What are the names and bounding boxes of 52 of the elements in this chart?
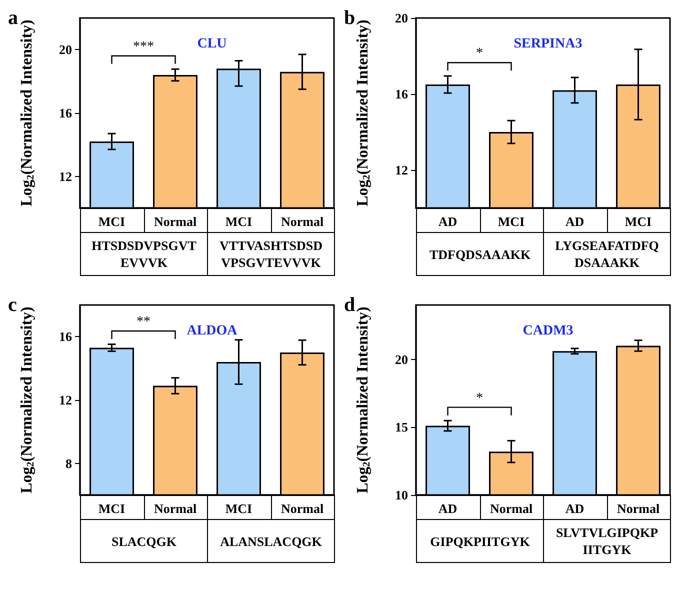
y-tick-label: 16 [395, 86, 408, 102]
annotation: * [476, 46, 483, 62]
text: d [344, 294, 356, 316]
annotation: * [476, 390, 483, 406]
text: SLVTVLGIPQKPIITGYK [543, 519, 671, 563]
y-tick-label: 8 [66, 456, 72, 471]
y-tick-label: 20 [59, 42, 72, 58]
x-tick-label: MCI [225, 501, 252, 516]
x-tick-label: MCI [98, 501, 126, 516]
text: SLACQGK [80, 519, 208, 563]
y-axis-title: Log2(Normalized Intensity) [354, 306, 372, 494]
y-tick-label: 16 [59, 329, 72, 344]
text: CLU [197, 36, 227, 52]
text: SERPINA3 [514, 36, 582, 52]
y-tick-label: 20 [395, 10, 408, 26]
x-tick-label: Normal [616, 501, 660, 516]
x-tick-label: Normal [490, 501, 533, 516]
y-axis-title: Log2(Normalized Intensity) [18, 306, 36, 494]
y-tick-label: 12 [395, 162, 408, 178]
annotation: ** [136, 314, 150, 330]
text: HTSDSDVPSGVTEVVVK [80, 232, 208, 276]
x-tick-label: MCI [498, 214, 525, 229]
text: a [8, 7, 18, 29]
y-tick-label: 12 [59, 392, 72, 408]
x-tick-label: MCI [624, 214, 652, 229]
annotation: *** [133, 39, 154, 54]
y-tick-label: 20 [395, 352, 408, 367]
text: ALANSLACQGK [207, 519, 335, 563]
x-tick-label: MCI [98, 214, 126, 229]
text: CADM3 [522, 324, 574, 338]
x-tick-label: AD [438, 214, 458, 229]
x-tick-label: AD [565, 501, 584, 516]
text: GIPQKPIITGYK [416, 519, 544, 563]
y-tick-label: 15 [395, 420, 408, 435]
text: ALDOA [186, 324, 238, 338]
x-tick-label: Normal [154, 501, 197, 516]
x-tick-label: AD [438, 501, 458, 516]
text: c [8, 294, 17, 316]
x-tick-label: MCI [225, 214, 252, 229]
text: VTTVASHTSDSDVPSGVTEVVVK [207, 232, 335, 276]
x-tick-label: Normal [154, 214, 197, 229]
y-tick-label: 16 [59, 106, 72, 120]
text: b [344, 7, 356, 29]
y-tick-label: 12 [59, 168, 72, 184]
y-axis-title: Log2(Normalized Intensity) [18, 20, 36, 206]
text: TDFQDSAAAKK [416, 232, 544, 276]
x-tick-label: Normal [280, 214, 324, 229]
y-tick-label: 10 [395, 488, 408, 502]
y-axis-title: Log2(Normalized Intensity) [354, 20, 372, 206]
x-tick-label: Normal [280, 501, 324, 516]
text: LYGSEAFATDFQDSAAAKK [543, 232, 671, 276]
x-tick-label: AD [565, 214, 584, 229]
